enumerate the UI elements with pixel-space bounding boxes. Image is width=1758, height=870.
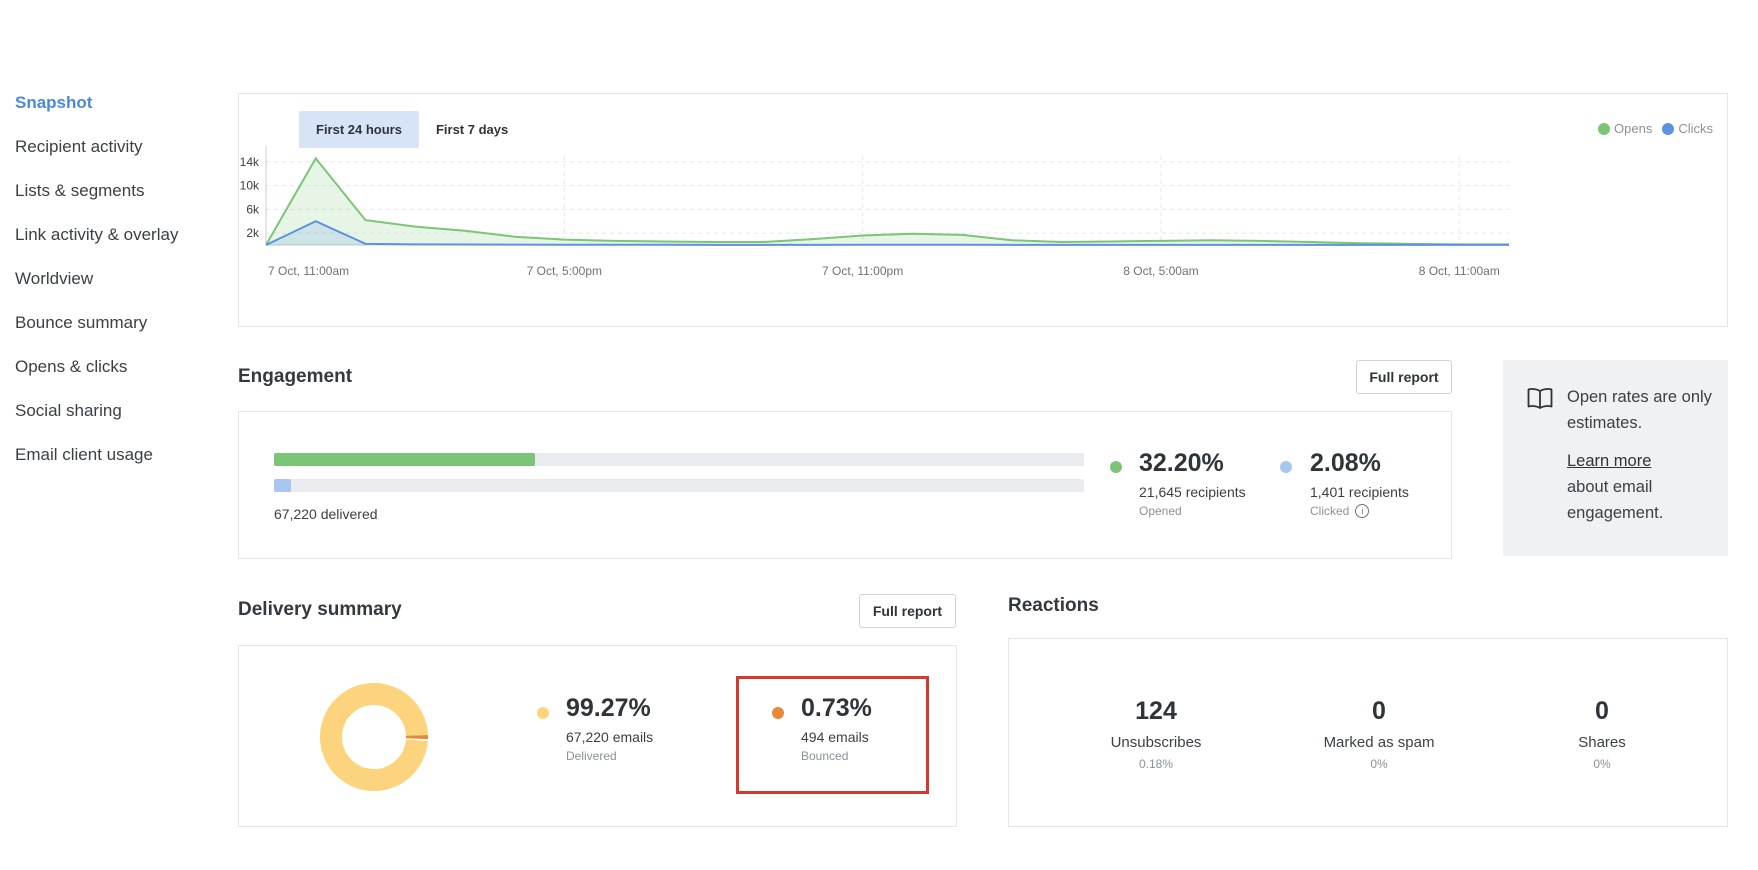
sidebar-item-lists-segments[interactable]: Lists & segments [15, 181, 145, 200]
delivery-donut-chart [320, 683, 428, 791]
shares-percent: 0% [1593, 757, 1611, 771]
learn-more-link[interactable]: Learn more [1567, 452, 1652, 470]
info-icon[interactable]: i [1355, 504, 1370, 518]
legend-dot-clicks [1662, 122, 1675, 135]
donut-bounced-slice [320, 683, 428, 791]
shares-label: Shares [1578, 734, 1626, 751]
clicked-label-text: Clicked [1310, 504, 1350, 518]
delivered-emails: 67,220 emails [566, 729, 654, 745]
shares-count: 0 [1595, 697, 1609, 725]
delivered-dot [537, 707, 549, 719]
x-tick-label: 7 Oct, 11:00am [268, 264, 349, 278]
spam-count: 0 [1372, 697, 1386, 725]
bounced-label: Bounced [801, 749, 849, 763]
x-tick-label: 7 Oct, 11:00pm [822, 264, 903, 278]
bounced-percent: 0.73% [801, 694, 872, 722]
engagement-card: 67,220 delivered 32.20% 21,645 recipient… [238, 411, 1452, 559]
opens-bar-fill [274, 453, 535, 466]
opened-label: Opened [1139, 504, 1246, 518]
sidebar-item-email-client-usage[interactable]: Email client usage [15, 445, 153, 464]
report-sidebar: Snapshot Recipient activity Lists & segm… [15, 93, 215, 489]
clicked-stat: 2.08% 1,401 recipients Clicked i [1310, 449, 1409, 518]
bounced-dot [772, 707, 784, 719]
sidebar-item-recipient-activity[interactable]: Recipient activity [15, 137, 143, 156]
book-icon [1527, 388, 1553, 409]
delivery-summary-card: 99.27% 67,220 emails Delivered 0.73% 494… [238, 645, 957, 827]
x-tick-label: 8 Oct, 11:00am [1419, 264, 1500, 278]
sidebar-item-worldview[interactable]: Worldview [15, 269, 94, 288]
y-tick-label: 14k [240, 155, 260, 169]
tab-first-7-days[interactable]: First 7 days [435, 122, 509, 137]
sidebar-item-snapshot[interactable]: Snapshot [15, 93, 93, 112]
legend-item-opens[interactable]: Opens [1598, 121, 1652, 136]
series-area-opens [266, 158, 1509, 245]
bounced-stat: 0.73% 494 emails Bounced [801, 694, 872, 763]
x-tick-label: 7 Oct, 5:00pm [527, 264, 602, 278]
legend-dot-opens [1598, 122, 1611, 135]
reactions-card: 124 Unsubscribes 0.18% 0 Marked as spam … [1008, 638, 1728, 827]
legend-label-clicks: Clicks [1678, 121, 1713, 136]
open-rates-note: Open rates are only estimates. Learn mor… [1567, 384, 1717, 526]
spam-percent: 0% [1370, 757, 1388, 771]
clicked-dot [1280, 461, 1292, 473]
delivered-stat: 99.27% 67,220 emails Delivered [566, 694, 653, 763]
open-rates-info-panel: Open rates are only estimates. Learn mor… [1503, 360, 1728, 556]
opened-recipients: 21,645 recipients [1139, 484, 1246, 500]
unsubscribes-percent: 0.18% [1138, 757, 1174, 771]
engagement-note-text: about email engagement. [1567, 478, 1664, 522]
donut-delivered-slice [320, 683, 428, 791]
clicks-bar-track [274, 479, 1084, 492]
chart-tabs: First 24 hours First 7 days [299, 111, 525, 148]
chart-legend: Opens Clicks [1598, 121, 1713, 136]
bounced-emails: 494 emails [801, 729, 869, 745]
delivered-percent: 99.27% [566, 694, 651, 722]
clicked-percent: 2.08% [1310, 449, 1381, 477]
y-tick-label: 6k [246, 202, 260, 216]
unsubscribes-count: 124 [1135, 697, 1177, 725]
opened-dot [1110, 461, 1122, 473]
reaction-shares: 0 Shares 0% [1502, 697, 1702, 771]
reaction-marked-as-spam: 0 Marked as spam 0% [1279, 697, 1479, 771]
reactions-title: Reactions [1008, 595, 1099, 616]
opened-percent: 32.20% [1139, 449, 1224, 477]
x-tick-label: 8 Oct, 5:00am [1123, 264, 1198, 278]
opened-label-text: Opened [1139, 504, 1182, 518]
sidebar-item-social-sharing[interactable]: Social sharing [15, 401, 122, 420]
engagement-title: Engagement [238, 366, 353, 387]
delivered-label: Delivered [566, 749, 617, 763]
clicks-bar-fill [274, 479, 291, 492]
delivery-summary-title: Delivery summary [238, 599, 402, 620]
spam-label: Marked as spam [1323, 734, 1435, 751]
delivered-count: 67,220 delivered [274, 506, 378, 522]
sidebar-item-link-activity[interactable]: Link activity & overlay [15, 225, 179, 244]
clicked-label: Clicked i [1310, 504, 1409, 518]
opens-bar-track [274, 453, 1084, 466]
unsubscribes-label: Unsubscribes [1110, 734, 1202, 751]
reaction-unsubscribes: 124 Unsubscribes 0.18% [1056, 697, 1256, 771]
y-tick-label: 10k [240, 179, 260, 193]
tab-first-24-hours[interactable]: First 24 hours [299, 111, 419, 148]
engagement-full-report-button[interactable]: Full report [1356, 360, 1452, 394]
legend-item-clicks[interactable]: Clicks [1662, 121, 1713, 136]
open-rates-text: Open rates are only estimates. [1567, 388, 1712, 432]
y-tick-label: 2k [246, 226, 260, 240]
clicked-recipients: 1,401 recipients [1310, 484, 1409, 500]
legend-label-opens: Opens [1614, 121, 1653, 136]
opened-stat: 32.20% 21,645 recipients Opened [1139, 449, 1246, 518]
activity-chart-card: 14k 10k 6k 2k 7 Oct, 11:00am 7 Oct, 5:00pm 7 O… [238, 93, 1728, 327]
series-line-opens [265, 156, 1509, 246]
bounced-highlight-box [736, 676, 929, 794]
sidebar-item-bounce-summary[interactable]: Bounce summary [15, 313, 148, 332]
delivery-full-report-button[interactable]: Full report [859, 594, 956, 628]
series-line-clicks [265, 220, 1509, 246]
activity-chart: 14k 10k 6k 2k 7 Oct, 11:00am 7 Oct, 5:00pm 7 O… [240, 146, 1509, 278]
sidebar-item-opens-clicks[interactable]: Opens & clicks [15, 357, 128, 376]
